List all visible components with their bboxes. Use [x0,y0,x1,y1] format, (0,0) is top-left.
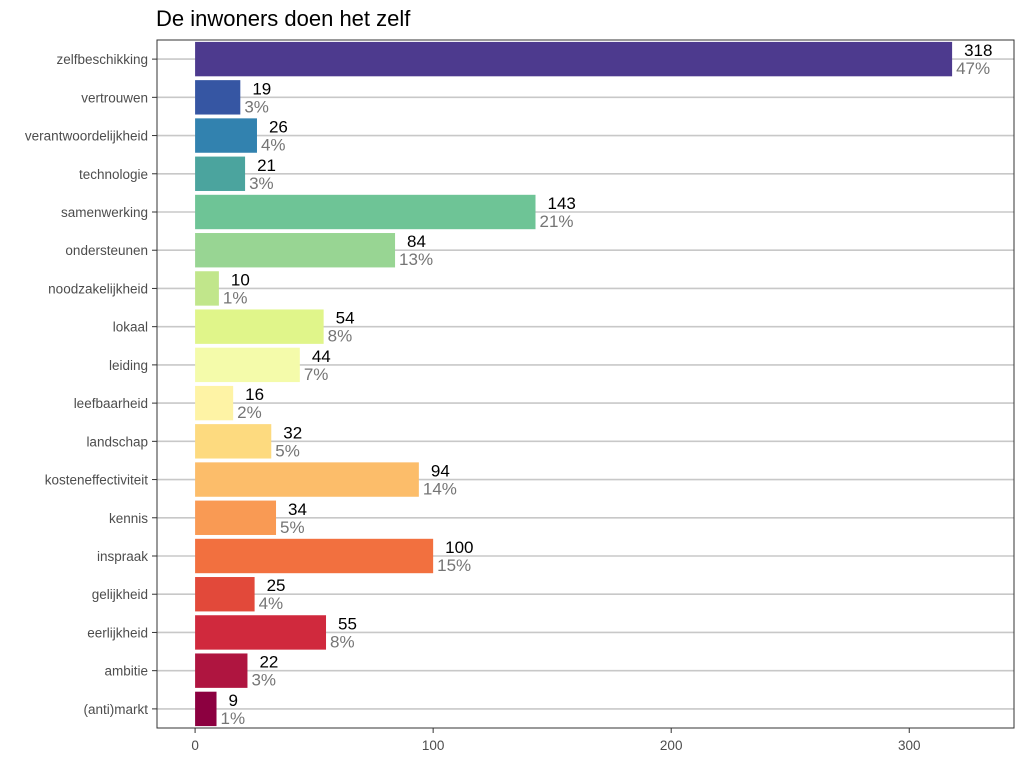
y-tick-label: leiding [109,358,148,373]
value-label: 94 [431,462,450,481]
bar-zelfbeschikking [195,41,953,77]
y-tick-label: samenwerking [61,205,148,220]
y-tick-label: ambitie [104,664,148,679]
percent-label: 4% [259,594,284,613]
bar-samenwerking [195,194,536,230]
value-label: 9 [229,691,238,710]
value-label: 34 [288,500,307,519]
value-label: 22 [259,653,278,672]
y-tick-label: lokaal [113,320,148,335]
percent-label: 8% [328,327,353,346]
value-label: 44 [312,347,331,366]
value-label: 25 [267,576,286,595]
bar-(anti)markt [195,691,217,727]
value-label: 16 [245,385,264,404]
plot-panel [157,40,1014,728]
bar-leiding [195,347,300,383]
percent-label: 21% [540,212,574,231]
value-label: 54 [336,309,355,328]
bar-inspraak [195,538,434,574]
bar-vertrouwen [195,80,241,115]
percent-label: 4% [261,136,286,155]
percent-label: 13% [399,250,433,269]
bar-leefbaarheid [195,385,234,421]
percent-label: 3% [244,97,269,116]
bar-ondersteunen [195,233,396,268]
y-tick-label: landschap [86,434,148,449]
percent-label: 3% [251,671,276,690]
percent-label: 5% [280,518,305,537]
y-tick-label: verantwoordelijkheid [25,129,148,144]
y-tick-label: eerlijkheid [87,625,148,640]
y-tick-label: kosteneffectiviteit [45,473,149,488]
bar-technologie [195,156,246,191]
percent-label: 15% [437,556,471,575]
value-label: 84 [407,232,426,251]
y-tick-label: inspraak [97,549,148,564]
percent-label: 1% [223,288,248,307]
y-tick-label: zelfbeschikking [56,52,148,67]
percent-label: 3% [249,174,274,193]
value-label: 55 [338,614,357,633]
value-label: 10 [231,270,250,289]
value-label: 19 [252,79,271,98]
y-tick-label: ondersteunen [65,243,148,258]
percent-label: 7% [304,365,329,384]
value-label: 26 [269,118,288,137]
y-tick-label: (anti)markt [83,702,148,717]
value-label: 318 [964,41,992,60]
percent-label: 47% [956,59,990,78]
x-tick-label: 0 [191,738,199,753]
value-label: 100 [445,538,473,557]
bar-lokaal [195,309,324,344]
percent-label: 5% [275,441,300,460]
bar-ambitie [195,653,248,688]
bar-eerlijkheid [195,615,327,650]
bar-verantwoordelijkheid [195,118,257,153]
chart-title: De inwoners doen het zelf [156,6,411,31]
percent-label: 14% [423,480,457,499]
bar-kosteneffectiviteit [195,462,419,497]
bar-noodzakelijkheid [195,271,219,306]
bar-gelijkheid [195,577,255,612]
bar-landschap [195,424,272,459]
y-tick-label: vertrouwen [81,90,148,105]
value-label: 32 [283,423,302,442]
value-label: 21 [257,156,276,175]
x-tick-label: 100 [422,738,445,753]
percent-label: 2% [237,403,262,422]
x-tick-label: 200 [660,738,683,753]
y-tick-label: kennis [109,511,148,526]
value-label: 143 [548,194,576,213]
panel-border [156,39,1015,729]
y-tick-label: gelijkheid [92,587,148,602]
y-tick-label: technologie [79,167,148,182]
y-tick-label: leefbaarheid [74,396,148,411]
x-tick-label: 300 [898,738,921,753]
bar-kennis [195,500,277,535]
percent-label: 8% [330,632,355,651]
y-tick-label: noodzakelijkheid [48,281,148,296]
percent-label: 1% [221,709,246,728]
